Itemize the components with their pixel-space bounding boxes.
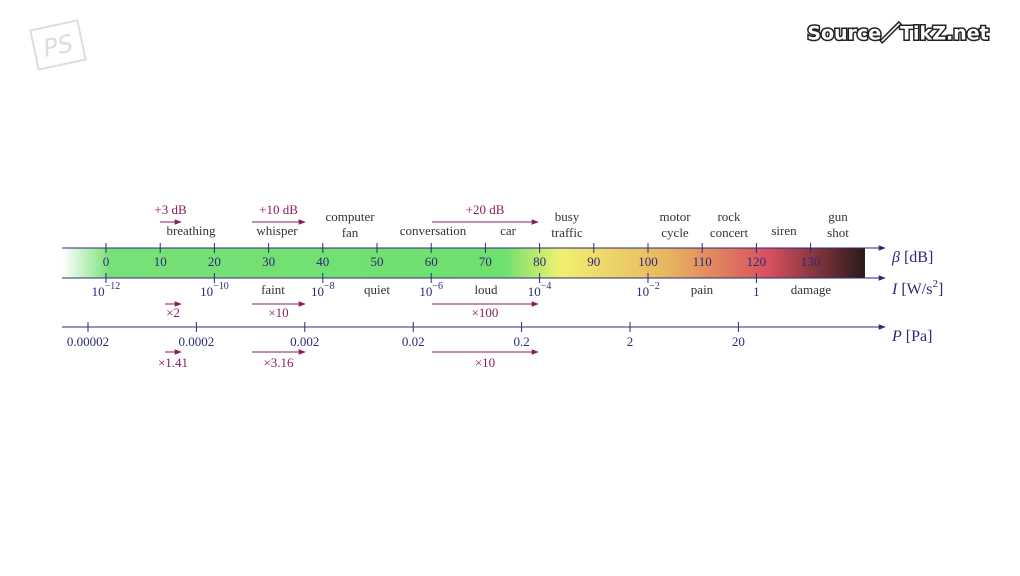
pressure-tick-label: 0.00002: [67, 334, 109, 349]
step-label: +3 dB: [154, 202, 187, 217]
source-label: cycle: [661, 225, 689, 240]
base: 10: [528, 284, 541, 299]
intensity-word: pain: [691, 282, 714, 297]
intensity-word: loud: [474, 282, 498, 297]
db-tick-label: 20: [208, 254, 221, 269]
exp: −10: [213, 281, 229, 292]
source-label: whisper: [256, 223, 298, 238]
exp: −4: [541, 281, 552, 292]
logo-frame: [29, 19, 87, 71]
db-tick-label: 90: [587, 254, 600, 269]
source-label: shot: [827, 225, 849, 240]
pressure-tick-label: 0.02: [402, 334, 425, 349]
db-tick-label: 120: [747, 254, 767, 269]
symbol: I: [891, 281, 898, 298]
intensity-factor-label: ×10: [268, 305, 288, 320]
unit: [dB]: [904, 249, 933, 266]
db-tick-label: 130: [801, 254, 821, 269]
db-tick-label: 0: [103, 254, 110, 269]
unit: [Pa]: [906, 328, 933, 345]
intensity-tick-label: 10−2: [636, 281, 660, 299]
intensity-tick-label: 10−8: [311, 281, 335, 299]
source-label: concert: [710, 225, 749, 240]
logo: PS: [29, 19, 87, 71]
source-label: computer: [325, 209, 375, 224]
intensity-word: faint: [261, 282, 285, 297]
exp: −2: [649, 281, 660, 292]
db-axis-label: β [dB]: [891, 249, 933, 266]
step-label: +10 dB: [259, 202, 298, 217]
pressure-tick-label: 20: [732, 334, 745, 349]
db-tick-label: 30: [262, 254, 275, 269]
db-tick-label: 80: [533, 254, 546, 269]
source-label: gun: [828, 209, 848, 224]
intensity-factor-label: ×100: [472, 305, 499, 320]
pressure-factor-label: ×10: [475, 355, 495, 370]
base: 10: [419, 284, 432, 299]
db-tick-label: 60: [425, 254, 438, 269]
step-label: +20 dB: [466, 202, 505, 217]
intensity-tick-label: 10−4: [528, 281, 552, 299]
intensity-word: quiet: [364, 282, 390, 297]
db-tick-label: 70: [479, 254, 492, 269]
pressure-tick-label: 2: [627, 334, 634, 349]
base: 10: [92, 284, 105, 299]
base: 1: [753, 284, 760, 299]
pressure-tick-label: 0.2: [513, 334, 529, 349]
db-tick-label: 110: [693, 254, 712, 269]
pressure-tick-label: 0.0002: [179, 334, 215, 349]
source-label: busy: [555, 209, 580, 224]
source-watermark: Source／TikZ.net: [807, 22, 988, 45]
intensity-axis-label: I [W/s2]: [891, 278, 943, 298]
exp: −6: [432, 281, 443, 292]
logo-text: PS: [41, 29, 76, 63]
level-band: [62, 248, 865, 278]
intensity-tick-label: 10−10: [200, 281, 229, 299]
source-label: traffic: [551, 225, 583, 240]
symbol: P: [891, 328, 902, 345]
source-label: rock: [717, 209, 741, 224]
db-tick-label: 50: [371, 254, 384, 269]
intensity-factor-label: ×2: [166, 305, 180, 320]
intensity-tick-label: 1: [753, 284, 760, 299]
pressure-axis-label: P [Pa]: [891, 328, 932, 345]
source-label: car: [500, 223, 517, 238]
intensity-word: damage: [791, 282, 832, 297]
source-label: siren: [771, 223, 797, 238]
source-label: motor: [659, 209, 691, 224]
source-label: conversation: [400, 223, 467, 238]
unit-exp: 2: [932, 278, 938, 290]
symbol: β: [891, 249, 900, 266]
source-label: fan: [342, 225, 359, 240]
pressure-factor-label: ×1.41: [158, 355, 188, 370]
source-label: breathing: [166, 223, 216, 238]
unit-close: ]: [938, 281, 943, 298]
intensity-tick-label: 10−12: [92, 281, 121, 299]
db-tick-label: 40: [316, 254, 329, 269]
db-tick-label: 100: [638, 254, 658, 269]
base: 10: [636, 284, 649, 299]
unit: [W/s: [901, 281, 932, 298]
base: 10: [200, 284, 213, 299]
intensity-tick-label: 10−6: [419, 281, 443, 299]
exp: −12: [105, 281, 121, 292]
pressure-tick-label: 0.002: [290, 334, 319, 349]
exp: −8: [324, 281, 335, 292]
base: 10: [311, 284, 324, 299]
pressure-factor-label: ×3.16: [263, 355, 294, 370]
db-tick-label: 10: [154, 254, 167, 269]
